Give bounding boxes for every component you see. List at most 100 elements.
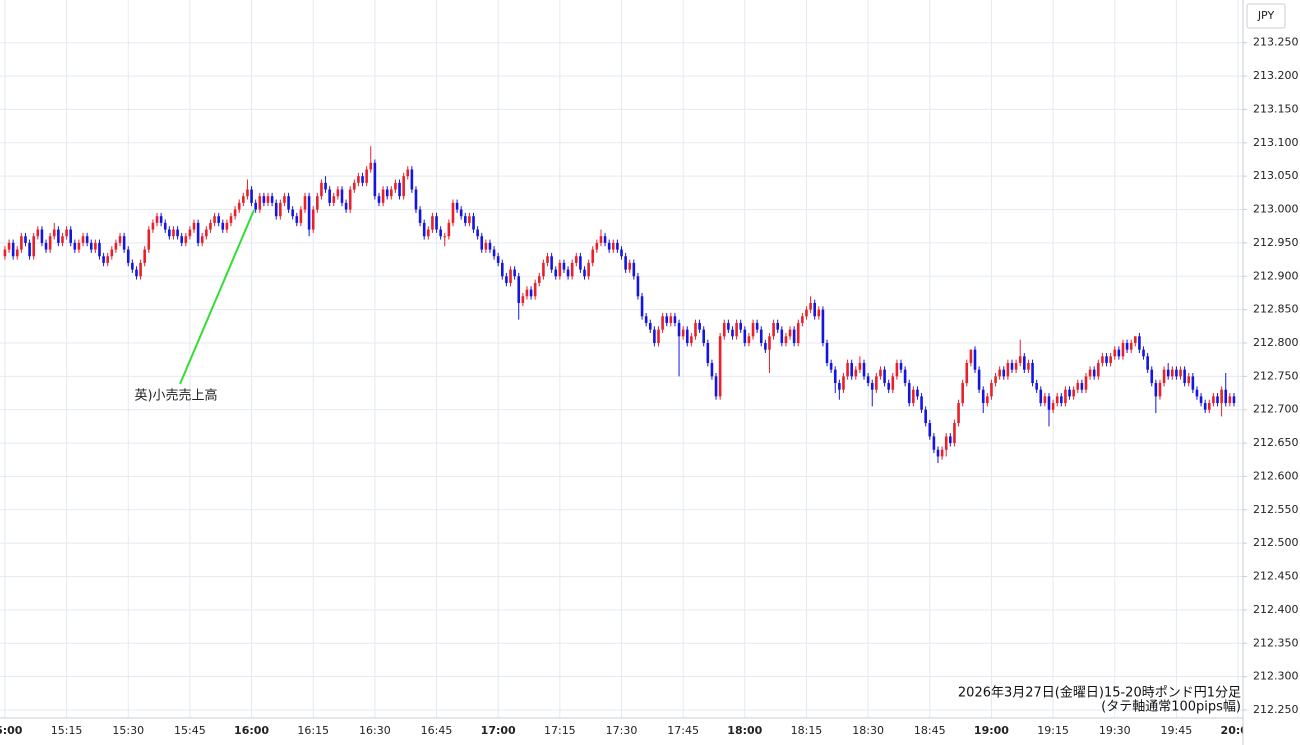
candle-body <box>468 216 471 223</box>
candle-body <box>348 189 352 210</box>
candle-body <box>40 229 44 243</box>
candle-body <box>427 229 430 237</box>
candle-body <box>644 316 648 323</box>
candle-body <box>283 196 286 203</box>
candle-body <box>126 249 130 263</box>
candle-body <box>398 182 401 197</box>
candle-body <box>912 389 915 404</box>
candle-body <box>172 229 175 237</box>
candle-body <box>188 229 192 237</box>
candle-body <box>665 316 669 323</box>
candle-body <box>1191 376 1195 390</box>
candle-body <box>472 216 475 230</box>
candle-body <box>1162 369 1166 384</box>
candle-body <box>768 336 771 350</box>
candle-body <box>205 229 208 237</box>
candle-body <box>772 322 775 337</box>
candle-body <box>842 376 845 390</box>
candle-body <box>944 436 948 450</box>
candle-body <box>583 269 586 277</box>
candle-body <box>854 369 858 377</box>
candle-body <box>673 316 677 323</box>
candle-body <box>311 209 315 230</box>
candle-body <box>599 236 603 243</box>
candle-body <box>755 322 759 330</box>
y-tick-label: 212.500 <box>1253 536 1299 549</box>
candle-body <box>1142 349 1145 357</box>
candle-body <box>15 249 19 257</box>
candle-body <box>1105 356 1108 364</box>
candle-body <box>879 369 882 377</box>
candle-body <box>685 329 689 343</box>
x-tick-label: 18:15 <box>791 724 823 737</box>
candle-body <box>1154 383 1158 397</box>
candle-body <box>250 189 253 203</box>
candle-body <box>751 322 755 337</box>
y-tick-label: 212.750 <box>1253 369 1299 382</box>
candle-body <box>546 256 549 263</box>
candle-body <box>1055 396 1059 404</box>
candle-body <box>603 236 607 243</box>
candle-body <box>24 236 27 243</box>
candle-body <box>320 182 323 197</box>
candle-body <box>406 169 410 177</box>
candle-body <box>357 176 360 183</box>
candle-body <box>1039 389 1043 404</box>
candle-body <box>217 216 220 223</box>
candle-body <box>1027 363 1030 370</box>
candle-body <box>1134 336 1137 343</box>
candle-body <box>1023 356 1026 370</box>
candle-body <box>385 189 389 197</box>
y-tick-label: 212.600 <box>1253 469 1299 482</box>
candle-body <box>336 189 340 197</box>
candle-body <box>3 249 7 257</box>
x-tick-label: 18:00 <box>727 724 762 737</box>
candle-body <box>192 222 196 230</box>
candle-body <box>316 196 319 210</box>
y-tick-label: 212.300 <box>1253 670 1299 683</box>
candle-body <box>237 202 241 210</box>
candle-body <box>159 216 163 223</box>
candle-body <box>1125 342 1129 350</box>
note: (タテ軸通常100pips幅) <box>1101 700 1241 715</box>
candle-body <box>780 329 784 343</box>
candle-body <box>1179 369 1182 377</box>
candle-body <box>431 216 434 230</box>
candle-body <box>1109 356 1112 364</box>
candle-body <box>953 423 956 444</box>
candle-body <box>369 162 373 170</box>
candle-body <box>443 236 447 238</box>
candle-body <box>940 449 944 457</box>
candle-body <box>233 209 237 217</box>
candle-body <box>611 242 615 250</box>
candle-body <box>1207 403 1211 410</box>
candle-body <box>858 363 862 370</box>
candle-body <box>509 269 512 283</box>
candle-body <box>636 276 640 297</box>
candle-body <box>883 369 886 384</box>
candle-body <box>69 229 72 243</box>
candle-body <box>1138 336 1141 350</box>
candle-body <box>11 242 15 257</box>
candle-body <box>620 249 623 257</box>
candle-body <box>118 236 122 243</box>
candle-body <box>936 449 940 457</box>
candle-body <box>866 376 870 384</box>
candle-body <box>1232 396 1236 404</box>
candle-body <box>990 383 993 397</box>
candle-body <box>517 276 521 303</box>
candle-body <box>521 296 525 303</box>
y-tick-label: 213.150 <box>1253 102 1299 115</box>
candle-body <box>77 242 81 250</box>
candle-body <box>209 222 212 230</box>
candles <box>3 146 1236 464</box>
candle-body <box>1224 389 1228 404</box>
candle-body <box>743 329 747 343</box>
candle-body <box>718 336 722 397</box>
candle-body <box>895 363 899 377</box>
x-tick-label: 19:45 <box>1161 724 1193 737</box>
candle-body <box>361 176 364 183</box>
candle-body <box>628 262 632 270</box>
candle-body <box>184 236 188 243</box>
candle-body <box>1097 363 1100 377</box>
